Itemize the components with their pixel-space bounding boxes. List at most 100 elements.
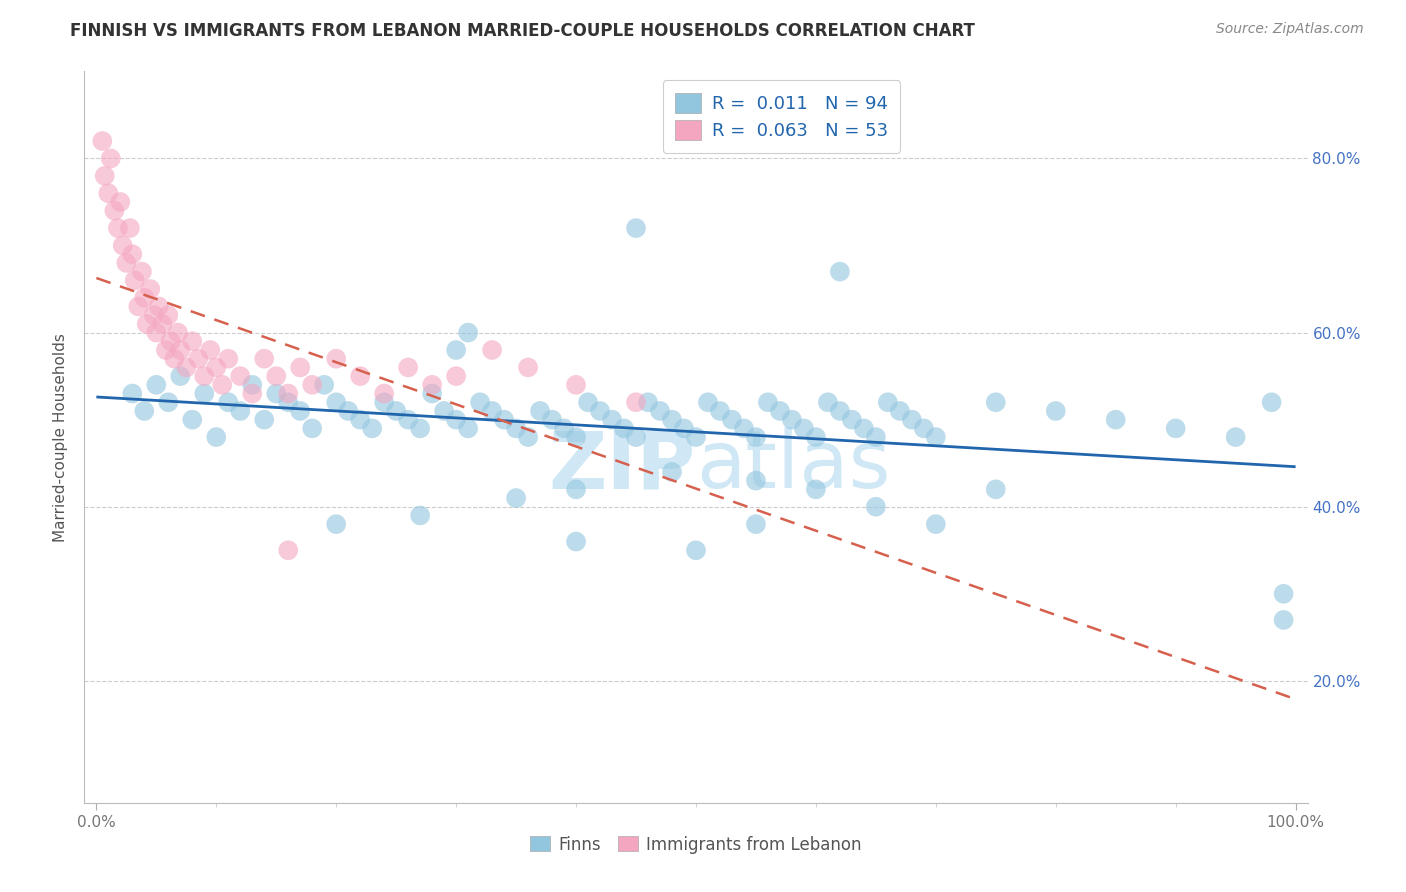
- Point: [131, 265, 153, 279]
- Point: [494, 412, 516, 426]
- Point: [505, 421, 527, 435]
- Point: [565, 534, 588, 549]
- Point: [1225, 430, 1247, 444]
- Point: [984, 483, 1007, 497]
- Point: [721, 412, 744, 426]
- Point: [733, 421, 755, 435]
- Point: [314, 377, 336, 392]
- Point: [111, 238, 134, 252]
- Point: [1272, 587, 1295, 601]
- Point: [745, 430, 768, 444]
- Point: [325, 395, 347, 409]
- Point: [517, 360, 540, 375]
- Point: [373, 395, 395, 409]
- Point: [541, 412, 564, 426]
- Point: [301, 421, 323, 435]
- Point: [804, 483, 827, 497]
- Point: [901, 412, 924, 426]
- Point: [553, 421, 575, 435]
- Point: [277, 386, 299, 401]
- Point: [865, 430, 887, 444]
- Point: [110, 194, 132, 209]
- Point: [217, 395, 239, 409]
- Point: [505, 491, 527, 505]
- Point: [1260, 395, 1282, 409]
- Point: [661, 412, 683, 426]
- Point: [600, 412, 623, 426]
- Point: [852, 421, 875, 435]
- Point: [187, 351, 209, 366]
- Point: [468, 395, 491, 409]
- Point: [121, 386, 143, 401]
- Point: [637, 395, 659, 409]
- Point: [756, 395, 779, 409]
- Text: atlas: atlas: [696, 427, 890, 506]
- Point: [685, 430, 707, 444]
- Point: [253, 412, 276, 426]
- Point: [565, 377, 588, 392]
- Point: [685, 543, 707, 558]
- Point: [1105, 412, 1128, 426]
- Point: [139, 282, 162, 296]
- Point: [529, 404, 551, 418]
- Point: [697, 395, 720, 409]
- Point: [745, 474, 768, 488]
- Point: [181, 334, 204, 349]
- Point: [150, 317, 173, 331]
- Point: [301, 377, 323, 392]
- Point: [124, 273, 146, 287]
- Point: [444, 369, 467, 384]
- Point: [624, 395, 647, 409]
- Point: [420, 377, 443, 392]
- Point: [648, 404, 671, 418]
- Point: [420, 386, 443, 401]
- Point: [145, 377, 167, 392]
- Point: [672, 421, 695, 435]
- Point: [780, 412, 803, 426]
- Point: [361, 421, 384, 435]
- Point: [103, 203, 125, 218]
- Point: [745, 517, 768, 532]
- Point: [769, 404, 792, 418]
- Point: [841, 412, 863, 426]
- Point: [396, 360, 419, 375]
- Point: [624, 430, 647, 444]
- Point: [127, 300, 149, 314]
- Point: [865, 500, 887, 514]
- Point: [565, 430, 588, 444]
- Point: [385, 404, 408, 418]
- Point: [325, 517, 347, 532]
- Point: [193, 369, 215, 384]
- Point: [804, 430, 827, 444]
- Point: [148, 300, 170, 314]
- Legend: Finns, Immigrants from Lebanon: Finns, Immigrants from Lebanon: [523, 829, 869, 860]
- Point: [444, 412, 467, 426]
- Point: [709, 404, 731, 418]
- Point: [181, 412, 204, 426]
- Point: [984, 395, 1007, 409]
- Point: [1164, 421, 1187, 435]
- Point: [828, 265, 851, 279]
- Point: [121, 247, 143, 261]
- Text: FINNISH VS IMMIGRANTS FROM LEBANON MARRIED-COUPLE HOUSEHOLDS CORRELATION CHART: FINNISH VS IMMIGRANTS FROM LEBANON MARRI…: [70, 22, 976, 40]
- Point: [229, 404, 252, 418]
- Point: [157, 308, 180, 322]
- Point: [1272, 613, 1295, 627]
- Point: [264, 369, 287, 384]
- Point: [205, 430, 228, 444]
- Point: [167, 326, 190, 340]
- Point: [444, 343, 467, 357]
- Point: [253, 351, 276, 366]
- Point: [240, 377, 263, 392]
- Point: [433, 404, 456, 418]
- Point: [817, 395, 839, 409]
- Point: [135, 317, 157, 331]
- Point: [912, 421, 935, 435]
- Point: [661, 465, 683, 479]
- Point: [264, 386, 287, 401]
- Point: [134, 404, 156, 418]
- Point: [200, 343, 222, 357]
- Point: [100, 152, 122, 166]
- Point: [828, 404, 851, 418]
- Point: [565, 483, 588, 497]
